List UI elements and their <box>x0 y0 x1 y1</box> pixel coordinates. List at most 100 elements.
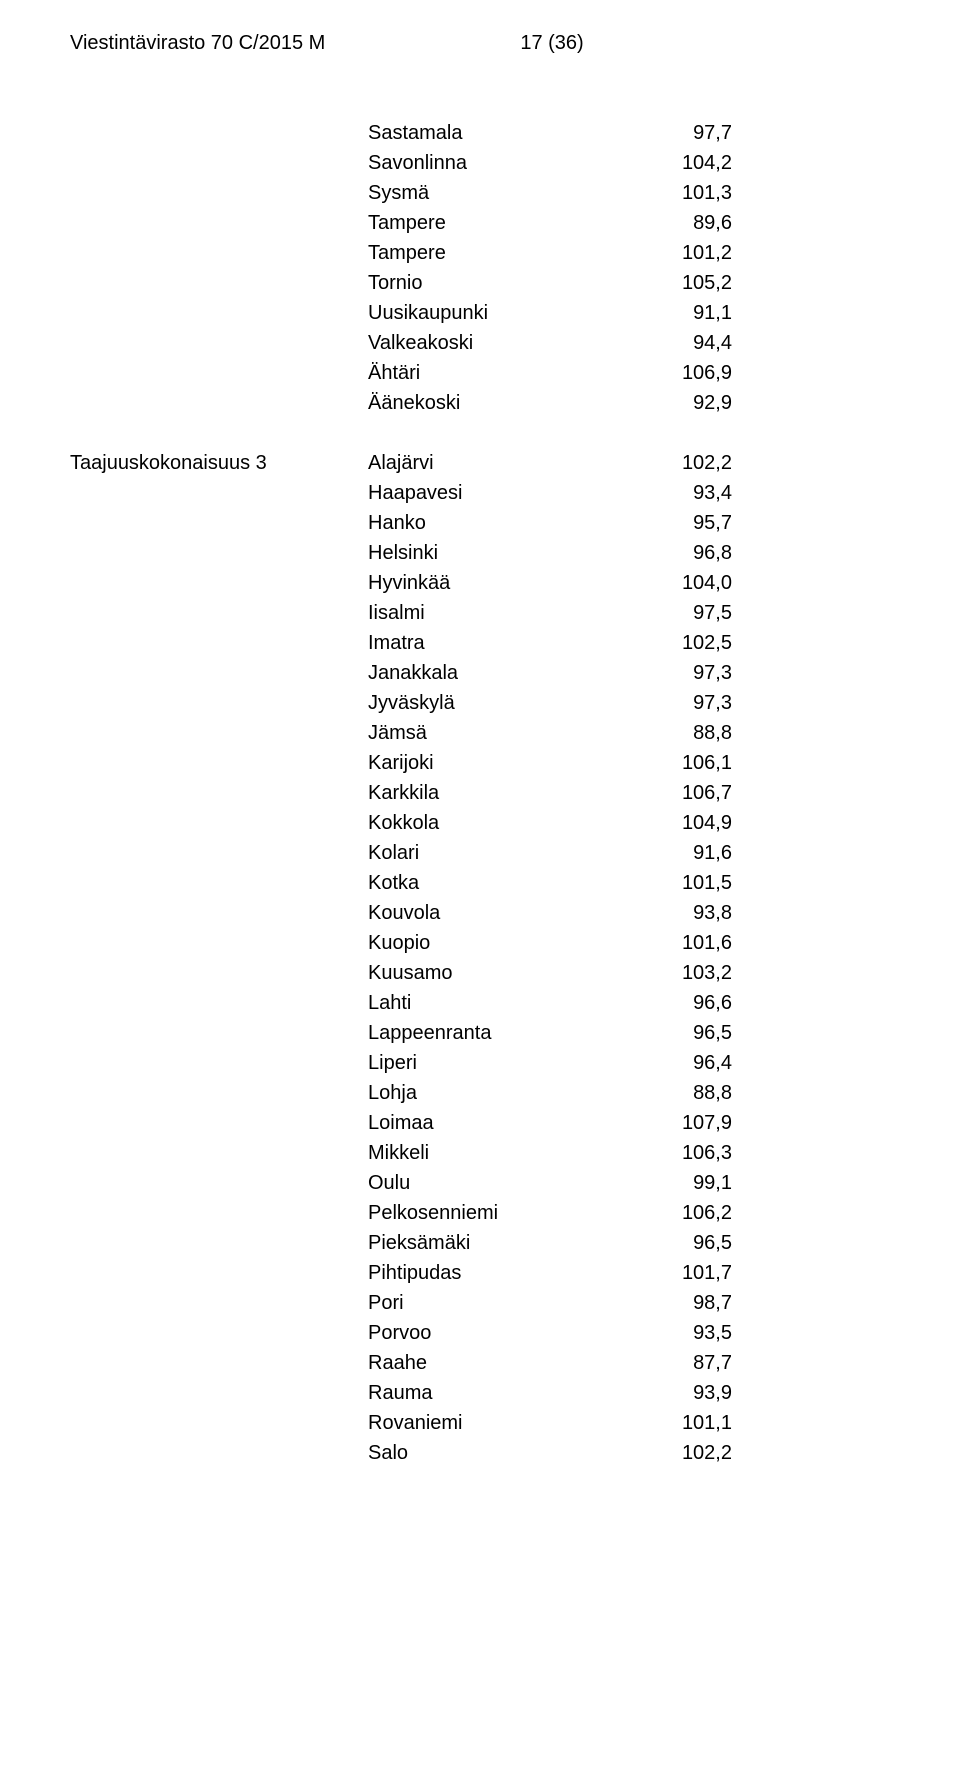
frequency-value: 101,1 <box>667 1408 732 1438</box>
page-header: Viestintävirasto 70 C/2015 M 17 (36) <box>60 28 900 58</box>
location-name: Tampere <box>368 238 648 268</box>
frequency-value: 97,7 <box>667 118 732 148</box>
location-name: Oulu <box>368 1168 648 1198</box>
location-name: Kouvola <box>368 898 648 928</box>
table-row: Kouvola 93,8 <box>60 898 900 928</box>
group-2-rows: Alajärvi102,2Haapavesi93,4Hanko95,7Helsi… <box>60 448 900 1468</box>
table-row: Karkkila106,7 <box>60 778 900 808</box>
frequency-value: 96,6 <box>667 988 732 1018</box>
location-name: Jämsä <box>368 718 648 748</box>
frequency-value: 93,9 <box>667 1378 732 1408</box>
frequency-value: 95,7 <box>667 508 732 538</box>
group-1-rows: Sastamala 97,7Savonlinna104,2Sysmä 101,3 Ta… <box>60 118 900 418</box>
table-row: Hanko 95,7 <box>60 508 900 538</box>
location-name: Lohja <box>368 1078 648 1108</box>
table-row: Kotka 101,5 <box>60 868 900 898</box>
table-row: Porvoo93,5 <box>60 1318 900 1348</box>
table-row: Sastamala 97,7 <box>60 118 900 148</box>
location-name: Uusikaupunki <box>368 298 648 328</box>
table-row: Pori98,7 <box>60 1288 900 1318</box>
table-row: Oulu99,1 <box>60 1168 900 1198</box>
frequency-value: 104,0 <box>667 568 732 598</box>
location-name: Kolari <box>368 838 648 868</box>
table-row: Uusikaupunki 91,1 <box>60 298 900 328</box>
table-row: Kuopio 101,6 <box>60 928 900 958</box>
table-row: Karijoki106,1 <box>60 748 900 778</box>
frequency-value: 107,9 <box>667 1108 732 1138</box>
frequency-value: 97,5 <box>667 598 732 628</box>
location-name: Ähtäri <box>368 358 648 388</box>
location-name: Sysmä <box>368 178 648 208</box>
location-name: Lahti <box>368 988 648 1018</box>
location-name: Alajärvi <box>368 448 648 478</box>
table-row: Savonlinna104,2 <box>60 148 900 178</box>
location-name: Kokkola <box>368 808 648 838</box>
table-row: Lahti 96,6 <box>60 988 900 1018</box>
frequency-value: 93,4 <box>667 478 732 508</box>
location-name: Tornio <box>368 268 648 298</box>
frequency-value: 101,5 <box>667 868 732 898</box>
header-page-number: 17 (36) <box>520 28 583 58</box>
frequency-value: 93,8 <box>667 898 732 928</box>
table-row: Valkeakoski 94,4 <box>60 328 900 358</box>
location-name: Hanko <box>368 508 648 538</box>
location-name: Sastamala <box>368 118 648 148</box>
table-row: Pieksämäki96,5 <box>60 1228 900 1258</box>
table-row: Pelkosenniemi 106,2 <box>60 1198 900 1228</box>
location-name: Helsinki <box>368 538 648 568</box>
location-name: Valkeakoski <box>368 328 648 358</box>
frequency-value: 94,4 <box>667 328 732 358</box>
table-row: Lohja 88,8 <box>60 1078 900 1108</box>
table-row: Salo 102,2 <box>60 1438 900 1468</box>
frequency-value: 102,2 <box>667 1438 732 1468</box>
frequency-value: 91,6 <box>667 838 732 868</box>
frequency-value: 101,2 <box>667 238 732 268</box>
table-row: Iisalmi97,5 <box>60 598 900 628</box>
frequency-value: 103,2 <box>667 958 732 988</box>
table-row: Tornio105,2 <box>60 268 900 298</box>
location-name: Kotka <box>368 868 648 898</box>
frequency-value: 96,5 <box>667 1228 732 1258</box>
table-row: Rovaniemi101,1 <box>60 1408 900 1438</box>
table-row: Haapavesi93,4 <box>60 478 900 508</box>
location-name: Janakkala <box>368 658 648 688</box>
location-name: Salo <box>368 1438 648 1468</box>
table-row: Sysmä 101,3 <box>60 178 900 208</box>
location-name: Liperi <box>368 1048 648 1078</box>
table-row: Kuusamo103,2 <box>60 958 900 988</box>
location-name: Pelkosenniemi <box>368 1198 648 1228</box>
frequency-value: 101,3 <box>667 178 732 208</box>
table-row: Liperi96,4 <box>60 1048 900 1078</box>
frequency-value: 97,3 <box>667 688 732 718</box>
table-row: Loimaa 107,9 <box>60 1108 900 1138</box>
frequency-value: 87,7 <box>667 1348 732 1378</box>
table-row: Hyvinkää104,0 <box>60 568 900 598</box>
location-name: Äänekoski <box>368 388 648 418</box>
location-name: Jyväskylä <box>368 688 648 718</box>
frequency-value: 106,3 <box>667 1138 732 1168</box>
table-row: Jämsä88,8 <box>60 718 900 748</box>
location-name: Loimaa <box>368 1108 648 1138</box>
table-row: Lappeenranta 96,5 <box>60 1018 900 1048</box>
frequency-value: 102,5 <box>667 628 732 658</box>
location-name: Mikkeli <box>368 1138 648 1168</box>
frequency-value: 91,1 <box>667 298 732 328</box>
frequency-value: 106,2 <box>667 1198 732 1228</box>
table-row: Helsinki96,8 <box>60 538 900 568</box>
frequency-value: 98,7 <box>667 1288 732 1318</box>
location-name: Lappeenranta <box>368 1018 648 1048</box>
frequency-value: 106,1 <box>667 748 732 778</box>
location-name: Rauma <box>368 1378 648 1408</box>
group-2-label: Taajuuskokonaisuus 3 <box>70 448 267 478</box>
header-title: Viestintävirasto 70 C/2015 M <box>70 28 325 58</box>
location-name: Kuopio <box>368 928 648 958</box>
frequency-value: 104,2 <box>667 148 732 178</box>
frequency-value: 101,7 <box>667 1258 732 1288</box>
table-row: Tampere 101,2 <box>60 238 900 268</box>
location-name: Raahe <box>368 1348 648 1378</box>
table-row: Kokkola104,9 <box>60 808 900 838</box>
frequency-value: 88,8 <box>667 1078 732 1108</box>
document-page: Viestintävirasto 70 C/2015 M 17 (36) Sas… <box>0 0 960 1780</box>
frequency-value: 96,5 <box>667 1018 732 1048</box>
frequency-value: 101,6 <box>667 928 732 958</box>
